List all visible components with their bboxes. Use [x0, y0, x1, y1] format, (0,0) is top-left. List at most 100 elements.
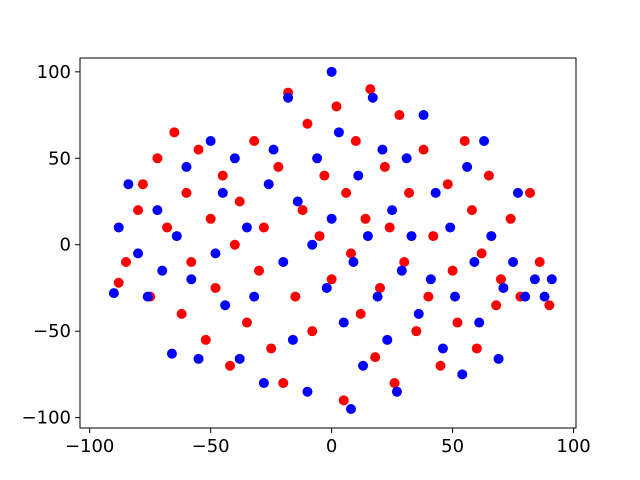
scatter-point: [529, 274, 540, 285]
scatter-point: [498, 282, 509, 293]
x-tick-label: −50: [192, 436, 230, 457]
scatter-point: [108, 288, 119, 299]
scatter-point: [157, 265, 168, 276]
scatter-point: [234, 196, 245, 207]
scatter-point: [474, 317, 485, 328]
scatter-point: [520, 291, 531, 302]
scatter-point: [241, 222, 252, 233]
scatter-point: [326, 66, 337, 77]
scatter-point: [450, 291, 461, 302]
scatter-point: [312, 153, 323, 164]
scatter-point: [387, 205, 398, 216]
scatter-point: [314, 231, 325, 242]
x-tick-label: 100: [556, 436, 590, 457]
scatter-point: [278, 378, 289, 389]
scatter-point: [505, 213, 516, 224]
y-tick-label: −100: [22, 408, 71, 429]
scatter-point: [249, 135, 260, 146]
scatter-point: [220, 300, 231, 311]
scatter-point: [333, 127, 344, 138]
scatter-point: [225, 360, 236, 371]
scatter-point: [171, 231, 182, 242]
scatter-point: [353, 170, 364, 181]
scatter-point: [292, 196, 303, 207]
scatter-point: [452, 317, 463, 328]
scatter-point: [345, 248, 356, 259]
scatter-point: [137, 179, 148, 190]
scatter-point: [447, 265, 458, 276]
scatter-point: [200, 334, 211, 345]
scatter-point: [133, 205, 144, 216]
scatter-point: [437, 343, 448, 354]
scatter-point: [258, 378, 269, 389]
scatter-point: [254, 265, 265, 276]
scatter-point: [459, 135, 470, 146]
scatter-point: [525, 187, 536, 198]
scatter-point: [476, 248, 487, 259]
scatter-point: [358, 360, 369, 371]
scatter-point: [350, 135, 361, 146]
scatter-point: [193, 144, 204, 155]
scatter-point: [435, 360, 446, 371]
scatter-point: [186, 257, 197, 268]
scatter-point: [418, 144, 429, 155]
scatter-point: [142, 291, 153, 302]
scatter-point: [384, 222, 395, 233]
scatter-point: [123, 179, 134, 190]
scatter-point: [186, 274, 197, 285]
scatter-point: [413, 308, 424, 319]
scatter-point: [362, 231, 373, 242]
scatter-point: [430, 187, 441, 198]
scatter-point: [486, 231, 497, 242]
x-tick-label: 50: [441, 436, 464, 457]
scatter-point: [367, 92, 378, 103]
scatter-point: [512, 187, 523, 198]
scatter-point: [287, 334, 298, 345]
scatter-point: [466, 205, 477, 216]
scatter-point: [365, 84, 376, 95]
y-tick-label: 100: [37, 62, 71, 83]
scatter-point: [428, 231, 439, 242]
scatter-point: [338, 317, 349, 328]
scatter-point: [152, 153, 163, 164]
scatter-point: [283, 92, 294, 103]
scatter-point: [399, 257, 410, 268]
scatter-point: [495, 274, 506, 285]
scatter-point: [162, 222, 173, 233]
scatter-point: [457, 369, 468, 380]
scatter-point: [396, 265, 407, 276]
scatter-point: [355, 308, 366, 319]
scatter-point: [152, 205, 163, 216]
x-tick-label: −100: [65, 436, 114, 457]
scatter-point: [229, 153, 240, 164]
scatter-point: [205, 135, 216, 146]
scatter-point: [217, 170, 228, 181]
scatter-point: [389, 378, 400, 389]
scatter-point: [539, 291, 550, 302]
scatter-point: [169, 127, 180, 138]
scatter-point: [290, 291, 301, 302]
scatter-point: [181, 187, 192, 198]
scatter-point: [249, 291, 260, 302]
scatter-point: [263, 179, 274, 190]
scatter-point: [331, 101, 342, 112]
scatter-point: [307, 239, 318, 250]
scatter-point: [394, 110, 405, 121]
scatter-point: [379, 161, 390, 172]
scatter-point: [166, 348, 177, 359]
scatter-point: [133, 248, 144, 259]
scatter-point: [113, 277, 124, 288]
scatter-point: [302, 118, 313, 129]
scatter-point: [266, 343, 277, 354]
scatter-point: [268, 144, 279, 155]
scatter-point: [469, 257, 480, 268]
scatter-point: [546, 274, 557, 285]
scatter-point: [372, 291, 383, 302]
scatter-point: [345, 403, 356, 414]
y-tick-label: 0: [60, 235, 71, 256]
scatter-point: [326, 213, 337, 224]
scatter-point: [442, 179, 453, 190]
scatter-point: [210, 282, 221, 293]
scatter-point: [241, 317, 252, 328]
